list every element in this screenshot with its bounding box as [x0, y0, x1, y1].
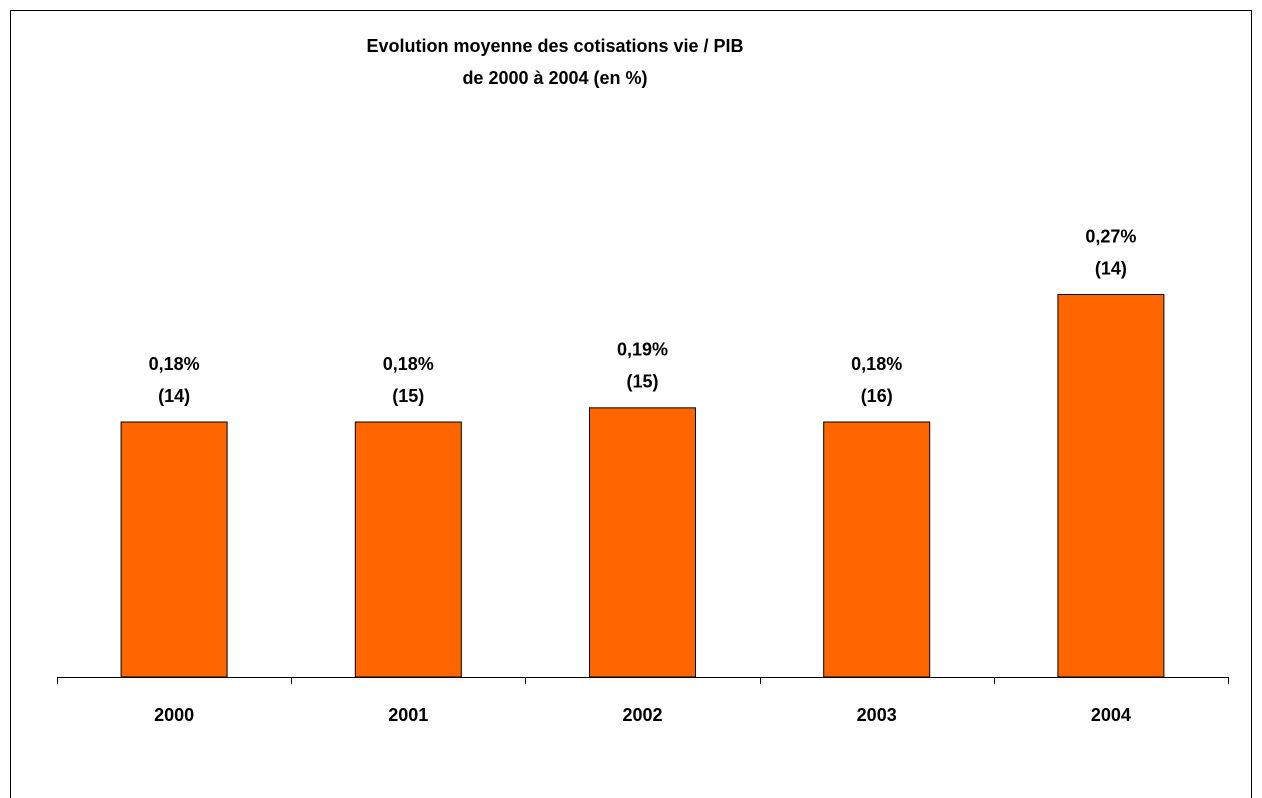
- x-tick-label: 2004: [1091, 705, 1131, 725]
- bar: [589, 407, 696, 678]
- annotation: (14): [158, 386, 190, 406]
- chart-frame: [10, 10, 1252, 798]
- chart-title: Evolution moyenne des cotisations vie / …: [366, 36, 743, 56]
- annotation: (15): [392, 386, 424, 406]
- x-tick-label: 2000: [154, 705, 194, 725]
- chart-subtitle: de 2000 à 2004 (en %): [462, 68, 647, 88]
- x-tick-label: 2003: [857, 705, 897, 725]
- value-label: 0,27%: [1085, 226, 1136, 246]
- annotation: (14): [1095, 258, 1127, 278]
- x-tick-label: 2001: [388, 705, 428, 725]
- bar: [823, 421, 931, 678]
- value-label: 0,18%: [149, 354, 200, 374]
- bar: [120, 421, 228, 678]
- value-label: 0,18%: [851, 354, 902, 374]
- bar: [354, 421, 462, 678]
- annotation: (16): [861, 386, 893, 406]
- value-label: 0,19%: [617, 340, 668, 360]
- bar: [1057, 294, 1165, 678]
- annotation: (15): [626, 372, 658, 392]
- x-tick-label: 2002: [622, 705, 662, 725]
- value-label: 0,18%: [383, 354, 434, 374]
